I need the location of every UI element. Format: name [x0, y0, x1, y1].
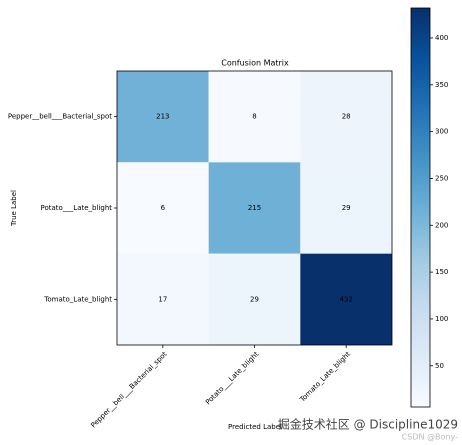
x-axis-label: Predicted Label — [228, 423, 282, 431]
heatmap-cell — [300, 253, 392, 345]
chart-title: Confusion Matrix — [221, 59, 289, 68]
x-tick-label: Potato___Late_blight — [204, 350, 260, 406]
cell-label: 29 — [250, 295, 259, 303]
y-tick-label: Potato___Late_blight — [40, 204, 112, 212]
x-tick-label: Pepper__bell___Bacterial_spot — [89, 350, 168, 429]
colorbar-tick-label: 100 — [435, 315, 448, 323]
colorbar-tick-label: 50 — [435, 362, 444, 370]
colorbar-tick-label: 200 — [435, 221, 448, 229]
cell-label: 432 — [339, 295, 352, 303]
colorbar-tick-label: 250 — [435, 174, 448, 182]
cell-label: 8 — [252, 113, 256, 121]
heatmap-cell — [117, 253, 209, 345]
y-tick-label: Pepper__bell___Bacterial_spot — [8, 113, 112, 121]
cell-label: 6 — [161, 204, 166, 212]
cell-label: 213 — [156, 113, 169, 121]
heatmap-cell — [208, 253, 301, 345]
heatmap-cell — [300, 71, 392, 163]
cell-label: 28 — [342, 113, 351, 121]
heatmap-cell — [208, 71, 301, 163]
heatmap-cell — [300, 162, 392, 254]
cell-label: 17 — [158, 295, 167, 303]
heatmap-cell — [117, 162, 209, 254]
y-axis-label: True Label — [10, 190, 18, 227]
cell-label: 215 — [248, 204, 261, 212]
watermark: 掘金技术社区 @ Discipline1029 — [278, 417, 458, 432]
heatmap-cell — [208, 162, 301, 254]
colorbar-tick-label: 300 — [435, 128, 448, 136]
colorbar — [410, 7, 431, 408]
colorbar-tick-label: 400 — [435, 34, 448, 42]
colorbar-tick-label: 150 — [435, 268, 448, 276]
heatmap-cell — [117, 71, 209, 163]
x-tick-label: Tomato_Late_blight — [298, 350, 352, 404]
cell-label: 29 — [342, 204, 351, 212]
watermark: CSDN @Bony- — [402, 433, 458, 442]
colorbar-tick-label: 350 — [435, 81, 448, 89]
y-tick-label: Tomato_Late_blight — [43, 295, 112, 303]
